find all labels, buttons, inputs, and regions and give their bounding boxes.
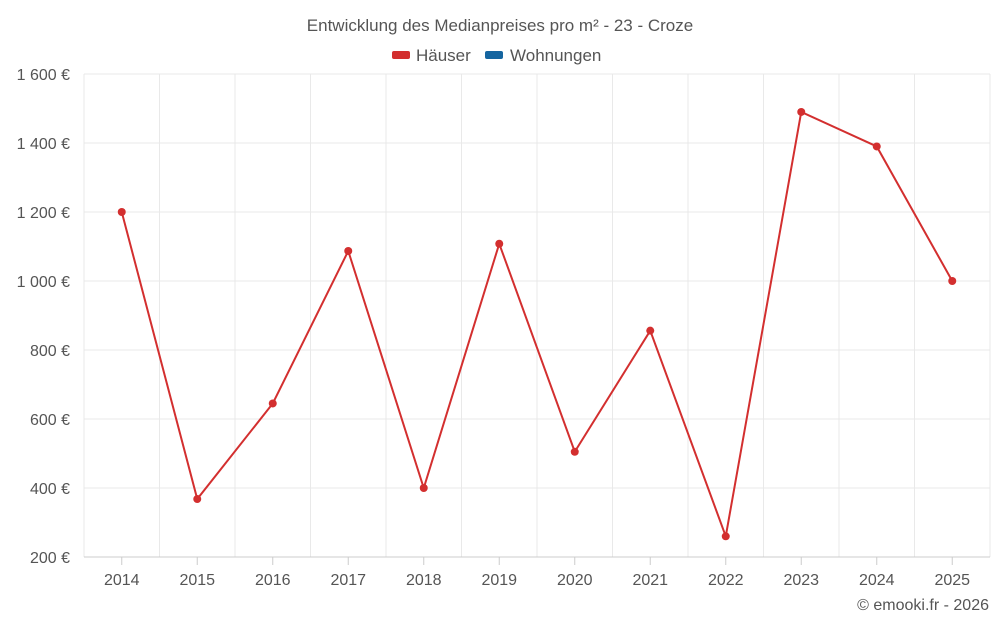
data-point[interactable] bbox=[419, 484, 428, 492]
data-point[interactable] bbox=[268, 399, 277, 408]
x-tick-label: 2021 bbox=[632, 572, 668, 589]
legend-item-wohnungen[interactable]: Wohnungen bbox=[485, 46, 601, 65]
y-tick-label: 1 000 € bbox=[17, 274, 70, 291]
x-tick-label: 2019 bbox=[481, 572, 517, 589]
y-tick-label: 1 200 € bbox=[17, 205, 70, 222]
data-point[interactable] bbox=[570, 447, 579, 456]
y-tick-label: 600 € bbox=[30, 412, 70, 429]
y-tick-label: 800 € bbox=[30, 343, 70, 360]
x-tick-label: 2022 bbox=[708, 572, 744, 589]
x-tick-label: 2024 bbox=[859, 572, 895, 589]
y-tick-label: 1 600 € bbox=[17, 67, 70, 84]
x-tick-label: 2017 bbox=[330, 572, 366, 589]
x-tick-label: 2014 bbox=[104, 572, 140, 589]
x-tick-label: 2023 bbox=[783, 572, 819, 589]
data-point[interactable] bbox=[721, 532, 730, 541]
x-tick-label: 2020 bbox=[557, 572, 593, 589]
data-point[interactable] bbox=[948, 277, 957, 285]
legend-swatch-wohnungen bbox=[485, 51, 503, 59]
data-point[interactable] bbox=[646, 326, 655, 335]
x-tick-label: 2016 bbox=[255, 572, 291, 589]
x-tick-label: 2025 bbox=[934, 572, 970, 589]
grid bbox=[83, 73, 991, 557]
data-point[interactable] bbox=[797, 107, 806, 116]
y-tick-label: 1 400 € bbox=[17, 136, 70, 153]
legend-label-haeuser: Häuser bbox=[416, 46, 471, 65]
data-point[interactable] bbox=[872, 142, 881, 151]
chart-title: Entwicklung des Medianpreises pro m² - 2… bbox=[307, 16, 693, 35]
y-tick-label: 200 € bbox=[30, 550, 70, 567]
y-axis: 200 € 400 € 600 € 800 € 1 000 € 1 200 € 1 400 … bbox=[17, 67, 70, 567]
legend-item-haeuser[interactable]: Häuser bbox=[392, 46, 471, 65]
data-point[interactable] bbox=[344, 246, 353, 255]
series-line-0 bbox=[120, 110, 954, 541]
series-haeuser bbox=[117, 107, 957, 541]
legend-swatch-haeuser bbox=[392, 51, 410, 59]
data-point[interactable] bbox=[117, 208, 126, 216]
data-point[interactable] bbox=[193, 495, 202, 504]
credit-text: © emooki.fr - 2026 bbox=[857, 597, 989, 614]
data-point[interactable] bbox=[495, 239, 504, 248]
x-axis: 2014 2015 2016 2017 2018 2019 2020 2021 2022 2023… bbox=[84, 556, 990, 589]
legend-label-wohnungen: Wohnungen bbox=[510, 46, 601, 65]
x-tick-label: 2018 bbox=[406, 572, 442, 589]
x-tick-label: 2015 bbox=[179, 572, 215, 589]
y-tick-label: 400 € bbox=[30, 481, 70, 498]
legend: Häuser Wohnungen bbox=[392, 46, 601, 65]
